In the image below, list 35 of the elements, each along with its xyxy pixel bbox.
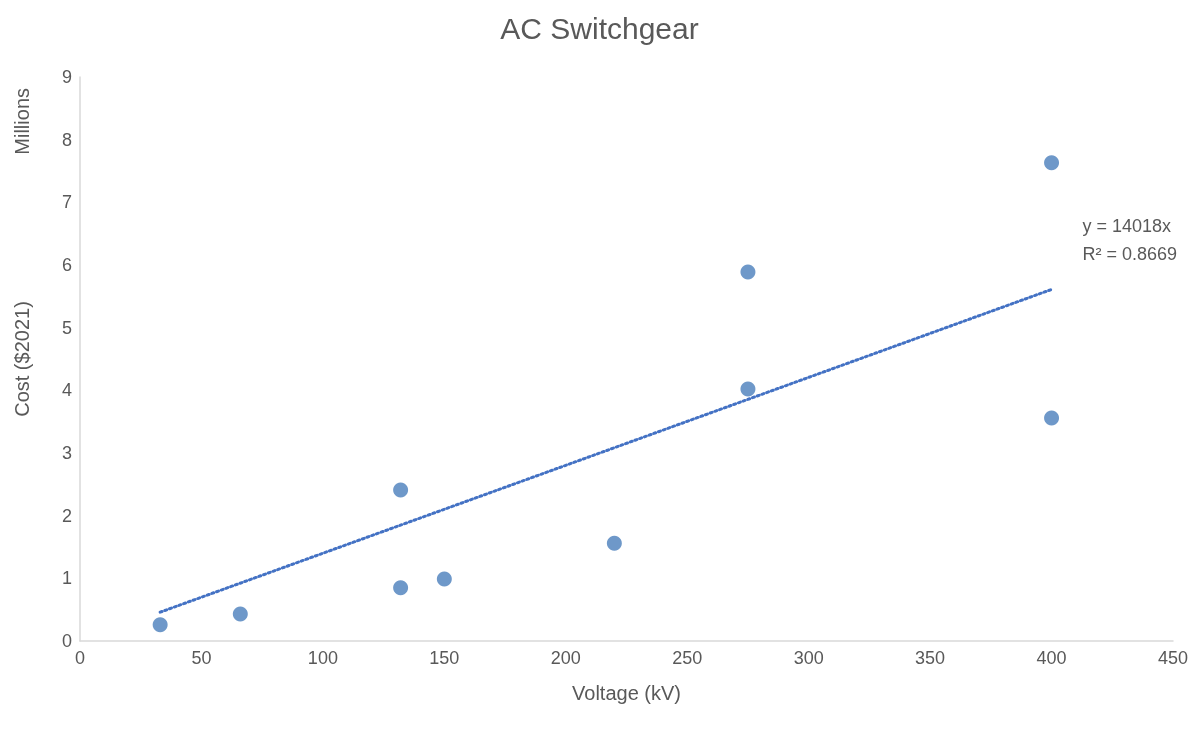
x-tick-label: 250 xyxy=(672,648,703,668)
point xyxy=(436,571,452,587)
x-tick-label: 300 xyxy=(793,648,824,668)
point xyxy=(1044,155,1060,171)
annotation: y = 14018x R² = 0.8669 xyxy=(1082,216,1177,264)
y-tick-label: 7 xyxy=(61,192,72,213)
point xyxy=(740,381,756,397)
y-tick-label: 3 xyxy=(61,443,72,463)
x-tick-label: 150 xyxy=(429,648,460,668)
y-tick-label: 0 xyxy=(61,631,72,651)
x-tick-label: 0 xyxy=(74,648,86,668)
chart-title: AC Switchgear xyxy=(500,11,699,45)
y-tick-label: 9 xyxy=(61,67,72,87)
x-tick-label: 400 xyxy=(1036,648,1067,668)
text: Millions xyxy=(11,87,33,155)
y-axis-title: Cost ($2021) xyxy=(11,301,33,417)
x-axis-title: Voltage (kV) xyxy=(572,682,681,704)
y-tick-label: 8 xyxy=(61,129,72,150)
point xyxy=(152,617,168,633)
x-tick-label: 350 xyxy=(915,648,946,668)
y-tick-label: 4 xyxy=(61,380,72,401)
point xyxy=(740,264,756,280)
point xyxy=(393,580,409,596)
y-tick-label: 5 xyxy=(61,317,72,338)
x-tick-label: 50 xyxy=(191,648,212,668)
y-tick-label: 1 xyxy=(61,568,72,589)
point xyxy=(606,535,622,551)
y-tick-label: 6 xyxy=(61,255,72,275)
x-tick-label: 100 xyxy=(307,648,338,668)
point xyxy=(232,606,248,622)
point xyxy=(393,482,409,498)
point xyxy=(1044,410,1060,426)
x-tick-label: 200 xyxy=(550,648,581,668)
y-tick-label: 2 xyxy=(61,505,72,526)
x-tick-label: 450 xyxy=(1157,648,1189,668)
